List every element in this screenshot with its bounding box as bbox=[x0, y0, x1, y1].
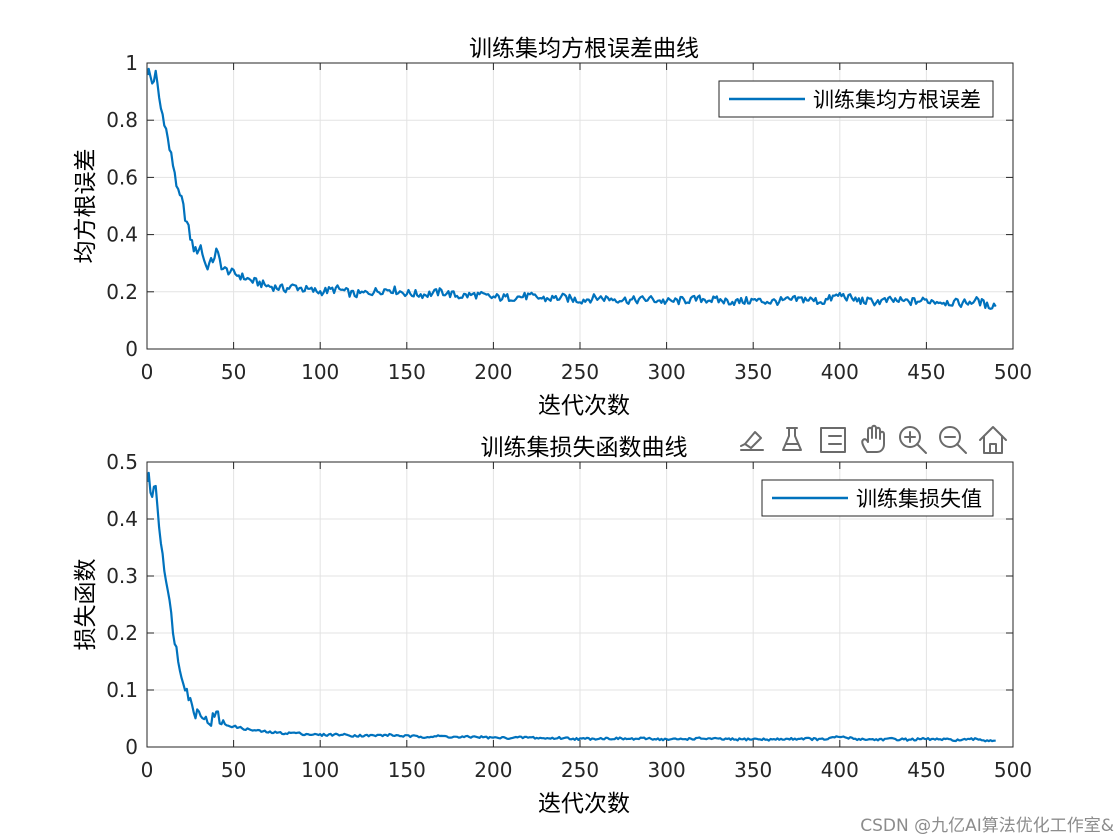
x-tick-label: 350 bbox=[734, 360, 772, 384]
y-tick-label: 0.6 bbox=[106, 165, 138, 189]
legend-label: 训练集损失值 bbox=[856, 487, 982, 511]
zoom-in-icon[interactable] bbox=[899, 426, 927, 454]
x-tick-label: 100 bbox=[301, 360, 339, 384]
x-tick-label: 250 bbox=[561, 360, 599, 384]
y-tick-label: 0 bbox=[125, 337, 138, 361]
series-line-1 bbox=[147, 471, 996, 743]
x-tick-label: 450 bbox=[907, 758, 945, 782]
y-tick-label: 0.2 bbox=[106, 621, 138, 645]
series-line-1 bbox=[147, 67, 997, 310]
y-tick-label: 0.2 bbox=[106, 280, 138, 304]
x-tick-label: 450 bbox=[907, 360, 945, 384]
y-tick-label: 0.4 bbox=[106, 223, 138, 247]
watermark-text: CSDN @九亿AI算法优化工作室& bbox=[860, 816, 1114, 836]
x-tick-label: 50 bbox=[221, 360, 246, 384]
y-tick-label: 0 bbox=[125, 735, 138, 759]
y-tick-label: 0.5 bbox=[106, 450, 138, 474]
x-tick-label: 200 bbox=[474, 758, 512, 782]
x-tick-label: 500 bbox=[994, 758, 1032, 782]
x-tick-label: 500 bbox=[994, 360, 1032, 384]
x-tick-label: 150 bbox=[388, 758, 426, 782]
x-tick-label: 50 bbox=[221, 758, 246, 782]
x-tick-label: 150 bbox=[388, 360, 426, 384]
rmse-chart: 0 50 100 150 200 250 300 350 400 450 500 0 0.2 0.4 0.6… bbox=[73, 36, 1032, 419]
chart-title: 训练集损失函数曲线 bbox=[481, 435, 688, 461]
x-tick-label: 250 bbox=[561, 758, 599, 782]
x-tick-label: 0 bbox=[141, 758, 154, 782]
x-tick-label: 0 bbox=[141, 360, 154, 384]
pan-hand-icon[interactable] bbox=[861, 424, 885, 453]
x-tick-label: 350 bbox=[734, 758, 772, 782]
x-axis-label: 迭代次数 bbox=[538, 791, 630, 817]
y-tick-label: 0.3 bbox=[106, 564, 138, 588]
y-tick-label: 0.8 bbox=[106, 108, 138, 132]
x-tick-label: 100 bbox=[301, 758, 339, 782]
legend-label: 训练集均方根误差 bbox=[813, 88, 981, 112]
loss-chart: 0 50 100 150 200 250 300 350 400 450 500 0 0.1 0.2 0.3… bbox=[73, 435, 1032, 817]
y-tick-label: 0.4 bbox=[106, 507, 138, 531]
x-tick-label: 200 bbox=[474, 360, 512, 384]
brush-icon[interactable] bbox=[740, 431, 764, 451]
y-tick-label: 0.1 bbox=[106, 678, 138, 702]
home-icon[interactable] bbox=[979, 426, 1007, 454]
chart-title: 训练集均方根误差曲线 bbox=[469, 36, 699, 62]
y-tick-label: 1 bbox=[125, 51, 138, 75]
legend-toggle-icon[interactable] bbox=[820, 427, 846, 453]
y-axis-label: 损失函数 bbox=[73, 559, 99, 651]
y-axis-label: 均方根误差 bbox=[73, 149, 99, 264]
export-icon[interactable] bbox=[782, 427, 802, 451]
x-tick-label: 400 bbox=[821, 758, 859, 782]
zoom-out-icon[interactable] bbox=[939, 426, 967, 454]
x-tick-label: 400 bbox=[821, 360, 859, 384]
x-tick-label: 300 bbox=[648, 360, 686, 384]
x-axis-label: 迭代次数 bbox=[538, 393, 630, 419]
x-tick-label: 300 bbox=[648, 758, 686, 782]
axes-toolbar bbox=[740, 424, 1007, 454]
